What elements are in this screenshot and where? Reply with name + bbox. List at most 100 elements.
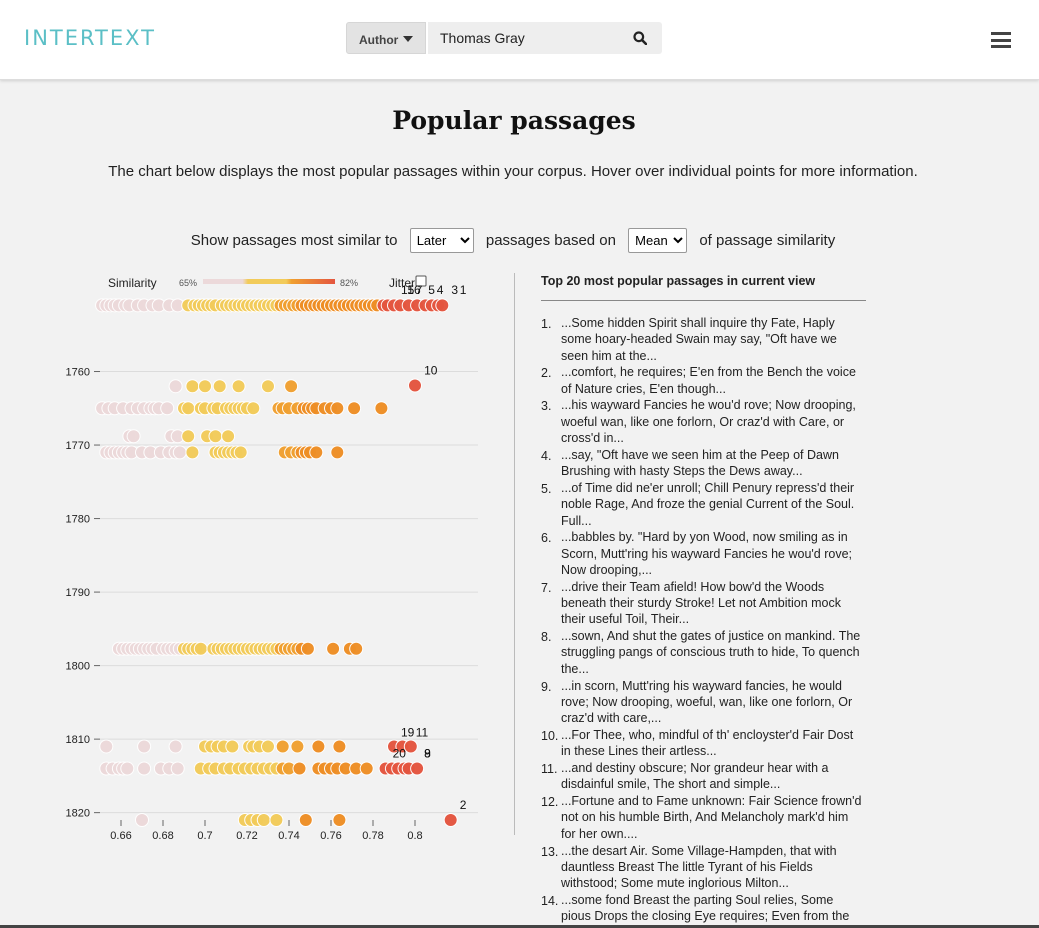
passage-point[interactable]	[330, 445, 345, 460]
passage-point[interactable]	[403, 739, 418, 754]
passage-point[interactable]	[185, 445, 200, 460]
passage-point[interactable]	[359, 761, 374, 776]
search-icon[interactable]	[633, 31, 647, 45]
search-input[interactable]	[428, 22, 662, 54]
passage-text: ...in scorn, Mutt'ring his wayward fanci…	[561, 678, 853, 726]
top-passages-list: 1. ...Some hidden Spirit shall inquire th…	[541, 315, 866, 928]
passage-point[interactable]	[261, 739, 275, 754]
passage-point[interactable]	[309, 445, 324, 460]
passage-point[interactable]	[332, 813, 347, 827]
passage-rank: 2.	[541, 366, 552, 381]
x-tick-label: 0.74	[278, 830, 299, 840]
passage-point[interactable]	[246, 401, 261, 416]
chart-plot-area	[100, 298, 478, 830]
passage-point[interactable]	[332, 739, 347, 754]
passage-point[interactable]	[326, 641, 341, 656]
passage-item[interactable]: 9. ...in scorn, Mutt'ring his wayward fan…	[541, 678, 866, 727]
passage-item[interactable]: 6. ...babbles by. "Hard by yon Wood, now …	[541, 529, 866, 578]
x-tick-label: 0.66	[110, 830, 131, 840]
passage-text: ...comfort, he requires; E'en from the B…	[561, 365, 856, 396]
x-tick-label: 0.72	[236, 830, 257, 840]
jitter-checkbox[interactable]	[415, 275, 427, 287]
x-tick-label: 0.68	[152, 830, 173, 840]
panel-divider	[514, 273, 515, 835]
passage-text: ...his wayward Fancies he wou'd rove; No…	[561, 398, 856, 446]
passage-point[interactable]	[185, 379, 200, 394]
passage-point[interactable]	[120, 761, 135, 776]
passage-point[interactable]	[374, 401, 389, 416]
passage-point[interactable]	[193, 641, 208, 656]
passage-point[interactable]	[160, 401, 175, 416]
passage-point[interactable]	[212, 379, 227, 394]
passage-item[interactable]: 12. ...Fortune and to Fame unknown: Fair …	[541, 793, 866, 842]
passage-point[interactable]	[181, 401, 196, 416]
passage-item[interactable]: 4. ...say, "Oft have we seen him at the P…	[541, 447, 866, 480]
passage-point[interactable]	[408, 378, 422, 393]
passage-point[interactable]	[300, 641, 315, 656]
passage-point[interactable]	[269, 813, 284, 827]
passage-item[interactable]: 8. ...sown, And shut the gates of justice…	[541, 628, 866, 677]
legend-max-label: 82%	[340, 278, 358, 288]
point-rank-label: 2	[460, 798, 467, 812]
passage-point[interactable]	[225, 739, 240, 754]
passage-point[interactable]	[292, 761, 307, 776]
passage-point[interactable]	[435, 298, 450, 313]
passage-item[interactable]: 10. ...For Thee, who, mindful of th' encl…	[541, 727, 866, 760]
passage-point[interactable]	[410, 761, 425, 776]
passage-item[interactable]: 1. ...Some hidden Spirit shall inquire th…	[541, 315, 866, 364]
y-tick-label: 1770	[66, 440, 90, 452]
passage-point[interactable]	[168, 739, 183, 754]
top-navbar: INTERTEXT Author	[0, 0, 1039, 80]
passage-point[interactable]	[198, 379, 212, 394]
passage-point[interactable]	[172, 445, 187, 460]
passage-point[interactable]	[298, 813, 313, 827]
passage-point[interactable]	[137, 739, 152, 754]
passage-point[interactable]	[170, 761, 185, 776]
search-type-dropdown[interactable]: Author	[346, 22, 426, 54]
passage-point[interactable]	[168, 379, 183, 394]
point-rank-label: 16	[407, 283, 421, 297]
passage-item[interactable]: 13. ...the desart Air. Some Village-Hampd…	[541, 843, 866, 892]
relation-select[interactable]: LaterEarlier	[409, 228, 474, 253]
passage-item[interactable]: 11. ...and destiny obscure; Nor grandeur …	[541, 760, 866, 793]
passage-point[interactable]	[256, 813, 271, 827]
passage-point[interactable]	[99, 739, 114, 754]
point-rank-label: 7	[416, 283, 423, 297]
passage-rank: 7.	[541, 580, 552, 595]
caret-down-icon	[403, 36, 413, 42]
passage-point[interactable]	[290, 739, 305, 754]
passage-item[interactable]: 14. ...some fond Breast the parting Soul …	[541, 892, 866, 928]
passage-item[interactable]: 5. ...of Time did ne'er unroll; Chill Pen…	[541, 480, 866, 529]
passage-rank: 10.	[541, 728, 559, 743]
intertext-logo[interactable]: INTERTEXT	[24, 26, 157, 50]
passage-point[interactable]	[126, 429, 141, 444]
passage-point[interactable]	[261, 379, 275, 394]
passage-point[interactable]	[137, 761, 152, 776]
passage-point[interactable]	[181, 429, 196, 444]
passage-item[interactable]: 7. ...drive their Team afield! How bow'd …	[541, 579, 866, 628]
chart-legend: Similarity 65% 82% Jitter	[108, 275, 427, 290]
passage-point[interactable]	[208, 429, 223, 444]
passage-text: ...drive their Team afield! How bow'd th…	[561, 579, 842, 627]
passage-point[interactable]	[311, 739, 326, 754]
passage-point[interactable]	[330, 401, 345, 416]
passage-point[interactable]	[221, 429, 236, 444]
passage-point[interactable]	[347, 401, 362, 416]
passage-rank: 13.	[541, 844, 559, 859]
passage-point[interactable]	[231, 379, 246, 394]
passage-rank: 6.	[541, 531, 552, 546]
hamburger-menu-icon[interactable]	[991, 32, 1011, 48]
statistic-select[interactable]: MeanSum	[628, 228, 688, 253]
passage-point[interactable]	[443, 813, 458, 827]
passage-text: ...some fond Breast the parting Soul rel…	[561, 892, 850, 928]
passage-item[interactable]: 3. ...his wayward Fancies he wou'd rove; …	[541, 397, 866, 446]
passage-point[interactable]	[275, 739, 290, 754]
passage-point[interactable]	[349, 641, 364, 656]
passage-item[interactable]: 2. ...comfort, he requires; E'en from the…	[541, 364, 866, 397]
passage-point[interactable]	[233, 445, 248, 460]
passage-text: ...the desart Air. Some Village-Hampden,…	[561, 843, 837, 891]
passage-point[interactable]	[135, 813, 149, 827]
passage-point[interactable]	[284, 379, 299, 394]
point-rank-label: 20	[393, 747, 407, 761]
